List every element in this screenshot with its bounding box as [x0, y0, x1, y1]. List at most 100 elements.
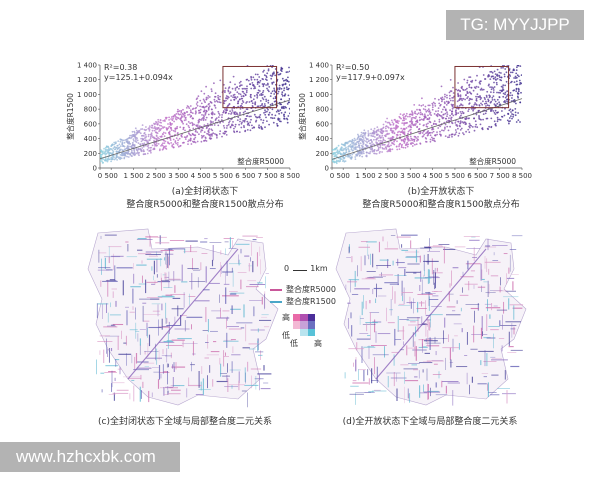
scatter-point [170, 116, 173, 118]
scatter-point [289, 70, 290, 73]
scatter-point [110, 160, 112, 163]
caption-a-line2: 整合度R5000和整合度R1500散点分布 [126, 200, 284, 210]
scatter-point [285, 71, 288, 74]
scatter-point [490, 76, 493, 78]
scatter-point [344, 147, 347, 150]
scatter-point [103, 147, 105, 150]
scatter-point [189, 139, 192, 142]
scatter-point [436, 131, 438, 134]
scatter-point [360, 152, 362, 155]
scatter-point [513, 58, 515, 60]
scatter-point [348, 145, 350, 147]
scatter-point [284, 93, 287, 96]
scatter-point [284, 83, 287, 86]
scatter-point [480, 97, 483, 99]
scatter-point [339, 156, 342, 159]
scatter-point [464, 88, 467, 91]
scale-line [292, 265, 307, 271]
scatter-point [429, 121, 431, 123]
scatter-point [407, 115, 409, 118]
scatter-point [278, 112, 280, 115]
scatter-point [411, 122, 414, 125]
scatter-point [108, 147, 110, 150]
scatter-point [449, 109, 451, 111]
scatter-point [397, 125, 399, 128]
scatter-point [418, 123, 421, 126]
scatter-point [172, 115, 175, 118]
scatter-point [410, 113, 413, 116]
scatter-point [371, 148, 374, 151]
scatter-point [225, 130, 228, 133]
scatter-point [470, 86, 473, 89]
scatter-point [452, 106, 455, 109]
scatter-point [351, 139, 354, 142]
scatter-point [105, 150, 107, 153]
scatter-point [183, 114, 186, 117]
scatter-point [440, 134, 442, 137]
scatter-point [351, 145, 353, 148]
scatter-point [416, 140, 418, 142]
scatter-point [461, 99, 463, 102]
scatter-point [402, 138, 405, 141]
scatter-point [347, 147, 349, 150]
scatter-point [385, 125, 387, 128]
scatter-point [499, 89, 502, 92]
scatter-point [399, 133, 402, 136]
scatter-point [254, 101, 257, 104]
scatter-point [403, 140, 405, 143]
scatter-point [460, 114, 462, 117]
scatter-points [100, 65, 290, 164]
scatter-point [225, 134, 228, 136]
y-tick-label: 0 [325, 165, 329, 173]
scatter-point [150, 151, 152, 154]
scatter-point [373, 150, 376, 153]
scatter-point [237, 105, 240, 108]
scatter-point [270, 92, 273, 95]
scatter-point [367, 135, 370, 137]
scatter-point [386, 117, 388, 120]
scatter-point [489, 86, 491, 88]
scatter-point [493, 81, 495, 84]
scatter-point [472, 109, 474, 112]
scatter-point [114, 148, 117, 151]
scatter-point [250, 75, 253, 78]
scatter-point [490, 100, 493, 103]
scatter-point [477, 95, 479, 98]
scatter-point [460, 112, 463, 115]
scatter-point [187, 125, 190, 127]
scatter-point [176, 142, 179, 144]
scatter-point [276, 123, 278, 125]
scatter-point [365, 144, 368, 147]
scatter-point [421, 113, 423, 115]
scatter-point [162, 131, 165, 134]
scatter-point [259, 90, 261, 92]
scatter-point [364, 135, 366, 137]
scatter-point [508, 117, 511, 119]
x-tick-label: 6 500 [235, 172, 255, 180]
map-boundary [335, 228, 527, 406]
scatter-point [354, 156, 357, 158]
scatter-point [267, 113, 270, 116]
scatter-point [154, 143, 157, 146]
scatter-point [260, 125, 262, 128]
scatter-point [253, 113, 256, 116]
legend-low-y: 低 [282, 331, 290, 340]
scatter-point [272, 121, 275, 124]
scatter-point [516, 95, 519, 98]
scatter-point [428, 117, 431, 119]
scatter-point [462, 112, 465, 115]
scatter-point [119, 154, 122, 156]
scatter-point [194, 136, 197, 139]
scatter-point [432, 101, 435, 104]
scatter-point [347, 149, 350, 151]
scale-zero: 0 [284, 264, 290, 273]
scatter-point [499, 119, 502, 121]
scatter-point [475, 97, 478, 100]
scatter-point [177, 145, 180, 148]
scatter-point [341, 147, 343, 149]
scatter-point [172, 117, 174, 120]
scatter-point [506, 100, 508, 103]
scatter-point [496, 102, 499, 105]
scatter-point [100, 160, 102, 163]
scatter-point [359, 142, 362, 145]
